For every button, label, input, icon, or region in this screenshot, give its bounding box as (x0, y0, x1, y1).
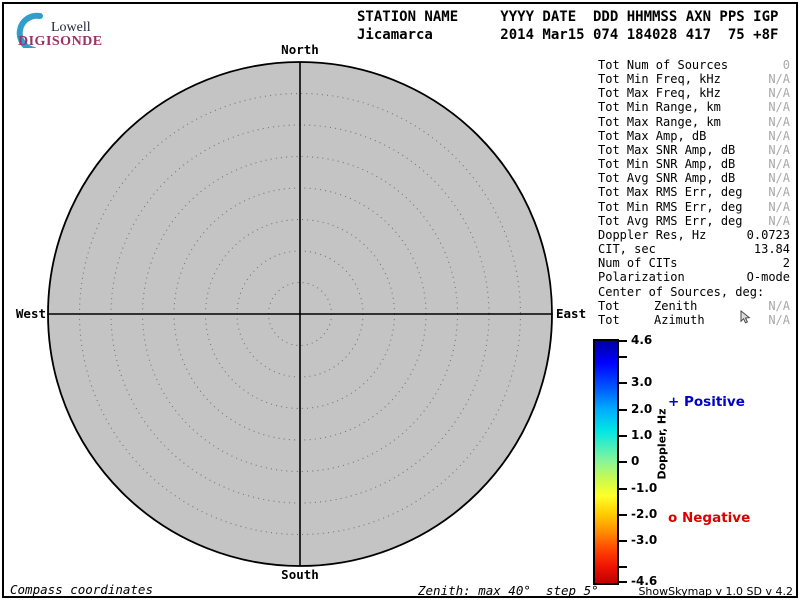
doppler-colorbar (593, 339, 619, 585)
stat-subname: Azimuth (654, 312, 705, 327)
stat-row: CIT, sec 13.84 (598, 242, 790, 257)
colorbar-tick (619, 382, 627, 384)
header-labels-line: STATION NAME YYYY DATE DDD HHMMSS AXN PP… (357, 9, 779, 25)
stat-value: 2 (782, 256, 790, 271)
colorbar-tick (619, 540, 627, 542)
colorbar-tick (619, 340, 627, 342)
stat-value: N/A (768, 298, 790, 313)
logo-text-lowell: Lowell (51, 20, 91, 35)
colorbar-axis-title: Doppler, Hz (655, 408, 669, 480)
stat-subname: Zenith (654, 298, 698, 313)
stat-row: Tot Max RMS Err, deg N/A (598, 185, 790, 200)
stat-value: N/A (768, 312, 790, 327)
stat-section-header: Center of Sources, deg: (598, 284, 765, 299)
compass-label-north: North (281, 42, 319, 57)
colorbar-tick-label: -2.0 (631, 507, 658, 521)
stat-value: 0.0723 (746, 227, 790, 242)
stat-row: Polarization O-mode (598, 270, 790, 285)
lowell-digisonde-logo: Lowell DIGISONDE (10, 8, 120, 50)
zenith-range-label: Zenith: max 40° step 5° (418, 583, 599, 598)
stat-value: 0 (782, 58, 790, 72)
stat-row: Doppler Res, Hz 0.0723 (598, 227, 790, 242)
stat-value: N/A (768, 100, 790, 115)
stat-value: N/A (768, 142, 790, 157)
header-values-line: Jicamarca 2014 Mar15 074 184028 417 75 +… (357, 26, 779, 43)
stat-row: Tot Max Amp, dB N/A (598, 128, 790, 143)
colorbar-tick (619, 409, 627, 411)
stat-row: Tot Min Freq, kHz N/A (598, 72, 790, 87)
stat-row: Tot Num of Sources 0 (598, 58, 790, 72)
colorbar-tick-label: 3.0 (631, 375, 653, 389)
stat-row: Tot Avg SNR Amp, dB N/A (598, 171, 790, 186)
stat-row: Tot Avg RMS Err, deg N/A (598, 213, 790, 228)
version-label: ShowSkymap v 1.0 SD v 4.2 (638, 585, 793, 598)
stat-row: Tot Max Freq, kHz N/A (598, 86, 790, 101)
station-header: STATION NAME YYYY DATE DDD HHMMSS AXN PP… (357, 9, 778, 44)
stat-value: N/A (768, 128, 790, 143)
positive-legend-label: + Positive (668, 394, 745, 410)
stat-row: Tot Min Range, km N/A (598, 100, 790, 115)
stat-row: Tot Max Range, km N/A (598, 114, 790, 129)
coordinates-mode-label: Compass coordinates (10, 582, 153, 597)
colorbar-tick-label: -4.6 (631, 574, 658, 588)
skymap-plot (47, 61, 553, 567)
compass-label-west: West (15, 306, 46, 321)
colorbar-tick (619, 514, 627, 516)
compass-label-south: South (281, 567, 319, 582)
stat-row: Num of CITs 2 (598, 256, 790, 271)
stat-value: N/A (768, 114, 790, 129)
colorbar-tick-label: 4.6 (631, 333, 653, 347)
stat-row: Tot Zenith N/A (598, 298, 790, 313)
stat-value: N/A (768, 199, 790, 214)
colorbar-tick (619, 356, 627, 358)
stat-value: N/A (768, 171, 790, 186)
stat-row: Tot Max SNR Amp, dB N/A (598, 142, 790, 157)
colorbar-tick (619, 488, 627, 490)
statistics-panel: Tot Num of Sources 0 Tot Min Freq, kHz N/A… (598, 58, 790, 327)
stat-value: N/A (768, 157, 790, 172)
stat-value: N/A (768, 185, 790, 200)
colorbar-tick-label: 2.0 (631, 402, 653, 416)
stat-value: N/A (768, 86, 790, 101)
compass-label-east: East (556, 306, 587, 321)
colorbar-tick-label: 1.0 (631, 428, 653, 442)
stat-value: N/A (768, 213, 790, 228)
colorbar-tick (619, 581, 627, 583)
stat-value: O-mode (746, 270, 790, 285)
stat-row: Tot Azimuth N/A (598, 312, 790, 327)
stat-row: Tot Min RMS Err, deg N/A (598, 199, 790, 214)
colorbar-tick (619, 461, 627, 463)
crescent-icon (16, 12, 43, 48)
stat-row: Tot Min SNR Amp, dB N/A (598, 157, 790, 172)
colorbar-tick-label: -3.0 (631, 533, 658, 547)
negative-legend-label: o Negative (668, 510, 751, 526)
colorbar-tick-label: -1.0 (631, 481, 658, 495)
stat-value: N/A (768, 72, 790, 87)
colorbar-tick (619, 435, 627, 437)
stat-value: 13.84 (753, 242, 790, 257)
colorbar-tick-label: 0 (631, 454, 640, 468)
logo-text-digisonde: DIGISONDE (18, 34, 103, 49)
mouse-cursor-icon (740, 310, 751, 324)
colorbar-tick (619, 566, 627, 568)
